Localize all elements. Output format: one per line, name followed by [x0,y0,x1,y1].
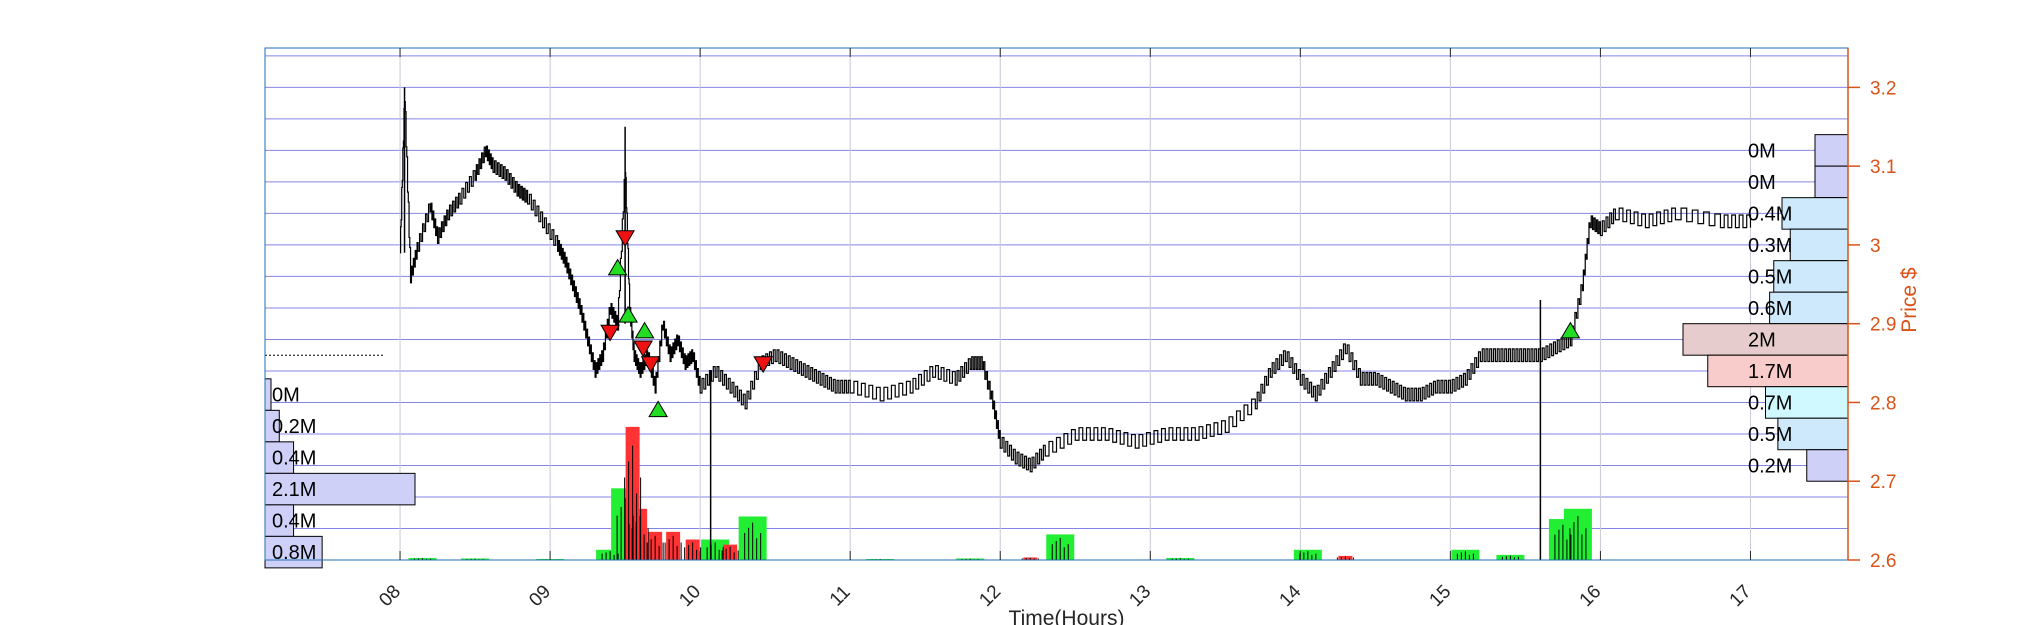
x-tick-label: 13 [1125,581,1155,611]
profile-bar-left [264,378,272,411]
plot-frame [264,47,1849,561]
y-tick-label: 2.6 [1870,551,1896,572]
profile-label-left: 0M [272,385,300,407]
profile-label-right: 0.7M [1748,392,1792,414]
x-tick-label: 11 [826,582,855,611]
profile-label-right: 0M [1748,140,1776,162]
profile-label-right: 2M [1748,329,1776,351]
profile-label-right: 0.6M [1748,298,1792,320]
price-line [400,100,1752,473]
y-tick-label: 3.1 [1870,157,1896,178]
price-series [265,87,1752,560]
y-tick-label: 3.2 [1870,78,1896,99]
profile-bar-right [1769,291,1849,325]
profile-label-left: 0.8M [272,542,316,564]
profile-label-right: 0.5M [1748,424,1792,446]
x-tick-label: 09 [525,581,555,611]
profile-bar-right [1765,386,1849,419]
y-tick-label: 2.7 [1870,472,1896,493]
profile-bar-right [1806,449,1849,482]
profile-label-right: 1.7M [1748,361,1792,383]
x-axis-title: Time(Hours) [1009,607,1125,625]
profile-label-right: 0.2M [1748,455,1792,477]
sell-signal-marker [633,340,653,358]
profile-bar-left [264,504,295,537]
volume-bars [408,426,1592,560]
x-tick-label: 08 [375,581,405,611]
sell-signal-marker [615,230,635,248]
volume-profile-right: 0M 0M 0.4M 0.3M 0.5M 0.6M 2M 1.7M 0.7M 0.5M 0.2M [1682,134,1849,482]
x-tick-label: 14 [1276,581,1306,611]
buy-signal-marker [648,400,668,418]
x-tick-label: 15 [1426,581,1456,611]
profile-bar-right [1682,323,1849,356]
profile-bar-right [1814,134,1849,167]
x-tick-label: 17 [1726,581,1756,611]
sell-signal-marker [753,356,774,374]
sell-signal-marker [640,356,661,374]
profile-label-left: 0.2M [272,416,316,438]
buy-signal-marker [607,258,628,276]
x-axis: 08 09 10 11 12 13 14 15 16 17 [375,48,1755,611]
profile-label-left: 0.4M [272,448,316,470]
profile-bar-left [264,441,295,474]
profile-label-right: 0.5M [1748,266,1792,288]
profile-bar-right [1773,260,1849,293]
y-tick-label: 2.9 [1870,315,1896,336]
signal-markers [600,230,1581,418]
x-tick-label: 16 [1576,581,1606,611]
x-tick-label: 10 [675,581,705,611]
buy-signal-marker [618,305,638,323]
profile-label-right: 0M [1748,172,1776,194]
profile-label-right: 0.3M [1748,235,1792,257]
volume-profile-left: 0M 0.2M 0.4M 2.1M 0.4M 0.8M [264,378,416,569]
sell-signal-marker [600,324,620,342]
profile-bar-right [1789,228,1849,262]
y-tick-label: 3 [1870,236,1881,257]
price-axis: 2.6 2.7 2.8 2.9 3 3.1 3.2 [1848,78,1896,572]
profile-bar-right [1814,165,1849,199]
profile-bar-right [1707,354,1849,388]
profile-bar-left [264,472,416,506]
grid-layer [265,48,1848,561]
profile-label-left: 0.4M [272,511,316,533]
buy-signal-marker [634,321,655,339]
price-axis-title: Price $ [1898,267,1921,333]
x-tick-label: 12 [975,581,1005,611]
y-tick-label: 2.8 [1870,393,1896,414]
profile-label-left: 2.1M [272,479,316,501]
buy-signal-marker [1560,321,1581,339]
profile-label-right: 0.4M [1748,203,1792,225]
